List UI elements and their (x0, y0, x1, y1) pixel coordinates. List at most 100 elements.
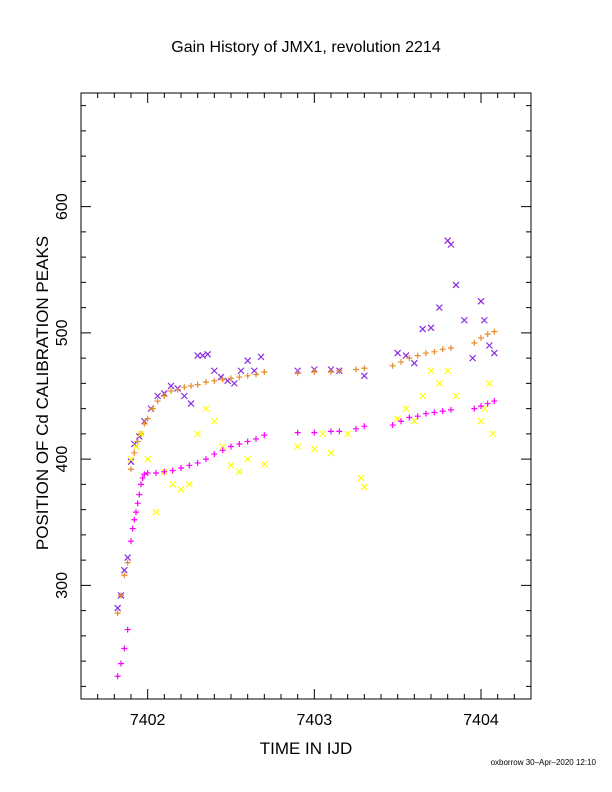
data-point (328, 369, 334, 376)
data-point (448, 406, 454, 413)
data-point (471, 405, 478, 412)
data-point (419, 392, 427, 400)
data-point (219, 443, 227, 450)
data-point (141, 420, 148, 427)
data-point (204, 350, 212, 358)
data-point (118, 660, 124, 667)
x-tick-label: 7404 (463, 712, 499, 729)
data-point (360, 483, 368, 491)
data-point (253, 435, 259, 442)
data-point (153, 470, 159, 477)
data-point (131, 516, 138, 523)
data-point (124, 559, 131, 566)
data-point (161, 468, 168, 475)
data-point (357, 474, 365, 482)
data-point (178, 464, 184, 471)
data-point (477, 297, 485, 305)
data-point (185, 480, 193, 488)
data-point (452, 281, 460, 289)
data-point (406, 355, 413, 362)
footer-stamp: oxborrow 30–Apr–2020 12:10 (491, 758, 597, 767)
data-point (219, 376, 226, 383)
data-point (138, 481, 144, 488)
data-point (491, 328, 498, 335)
data-point (137, 430, 145, 438)
data-point (202, 405, 210, 413)
data-point (236, 374, 243, 381)
data-point (235, 468, 243, 476)
x-tick-label: 7403 (297, 712, 333, 729)
y-axis-title: POSITION OF Cd CALIBRATION PEAKS (33, 236, 52, 550)
chart-title: Gain History of JMX1, revolution 2214 (171, 39, 441, 56)
data-point (188, 382, 194, 389)
data-point (144, 470, 151, 477)
series-3 (114, 398, 498, 680)
data-point (154, 392, 162, 400)
data-point (353, 425, 359, 432)
data-point (244, 372, 251, 379)
x-axis: 7402 7403 7404 (80, 93, 532, 729)
data-point (168, 387, 174, 394)
data-point (244, 455, 252, 463)
data-point (406, 414, 413, 421)
data-point (448, 345, 454, 352)
data-point (244, 438, 251, 445)
data-point (485, 379, 493, 387)
data-point (439, 346, 446, 353)
data-point (294, 429, 301, 436)
y-axis: 300 400 500 600 (54, 105, 531, 687)
data-point (127, 455, 135, 463)
data-point (144, 455, 152, 463)
data-point (427, 324, 435, 332)
data-point (136, 491, 143, 498)
data-point (169, 467, 176, 474)
series-1 (114, 328, 498, 617)
data-point (230, 379, 238, 387)
data-point (114, 604, 122, 612)
data-point (181, 384, 188, 391)
data-point (319, 430, 327, 438)
plot-border (80, 92, 532, 700)
data-point (236, 440, 243, 447)
data-point (344, 430, 352, 438)
data-point (435, 379, 443, 387)
y-tick-label: 500 (54, 319, 71, 346)
data-point (237, 367, 245, 375)
data-point (186, 462, 193, 469)
data-point (227, 462, 235, 469)
data-point (361, 365, 368, 372)
data-point (167, 382, 175, 390)
data-point (211, 377, 218, 384)
data-point (199, 352, 207, 360)
data-point (129, 525, 136, 532)
data-point (491, 398, 498, 405)
data-point (489, 430, 497, 438)
data-point (194, 381, 201, 388)
data-point (180, 392, 188, 400)
data-point (311, 429, 318, 436)
plot-frame (80, 92, 532, 700)
data-point (423, 350, 429, 357)
data-point (410, 359, 418, 367)
data-point (174, 386, 181, 393)
data-point (154, 398, 161, 405)
data-point (469, 354, 477, 362)
data-point (471, 339, 478, 346)
data-point (260, 460, 268, 468)
data-point (490, 349, 498, 357)
series-2 (127, 367, 497, 516)
data-point (152, 508, 160, 516)
data-point (210, 417, 218, 425)
data-point (128, 538, 134, 545)
data-point (128, 466, 134, 473)
data-point (210, 367, 218, 375)
data-point (480, 316, 488, 324)
data-point (460, 316, 468, 324)
data-point (228, 375, 234, 382)
data-point (402, 405, 410, 413)
data-point (219, 447, 226, 454)
data-point (131, 449, 138, 456)
data-point (114, 673, 121, 680)
data-point (336, 367, 343, 374)
x-tick-label: 7402 (130, 712, 166, 729)
